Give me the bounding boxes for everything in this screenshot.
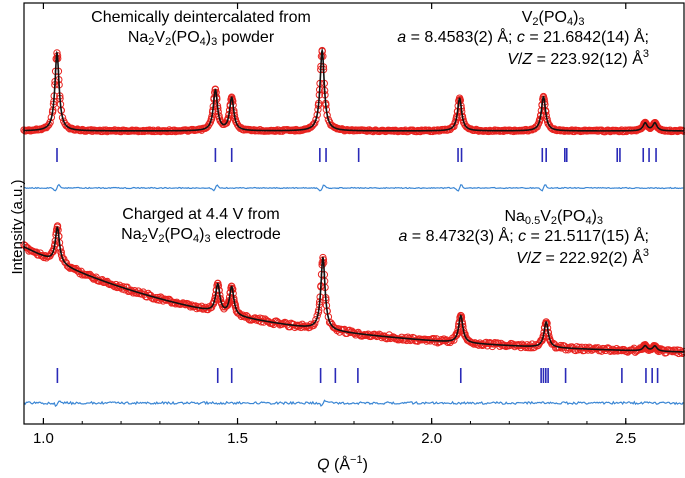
observed-peak-point bbox=[232, 117, 240, 126]
y-axis-label: Intensity (a.u.) bbox=[9, 179, 26, 275]
series-1 bbox=[20, 46, 685, 192]
reflection-ticks-series-2 bbox=[56, 368, 659, 383]
top-left-annotation: Chemically deintercalated from Na2V2(PO4… bbox=[66, 8, 336, 48]
observed-peak-point bbox=[654, 124, 663, 132]
observed-point bbox=[450, 122, 458, 131]
x-axis-label: Q (Å−1) bbox=[317, 454, 368, 474]
top-right-annotation: V2(PO4)3 a = 8.4583(2) Å; c = 21.6842(14… bbox=[397, 8, 649, 70]
chart-curves bbox=[20, 46, 685, 408]
x-tick-label: 2.0 bbox=[421, 430, 442, 447]
observed-point bbox=[46, 118, 54, 127]
bottom-left-line2: Na2V2(PO4)3 electrode bbox=[121, 226, 281, 245]
observed-point bbox=[204, 122, 212, 130]
observed-point bbox=[465, 336, 473, 345]
calculated-line-series-2 bbox=[23, 226, 685, 353]
observed-peak-point bbox=[655, 346, 663, 354]
x-tick-label: 2.5 bbox=[615, 430, 636, 447]
observed-point bbox=[340, 325, 349, 334]
bottom-right-volume: V/Z = 222.92(2) Å3 bbox=[516, 247, 649, 268]
observed-point bbox=[327, 319, 335, 327]
observed-point bbox=[311, 119, 319, 127]
difference-line-series-2 bbox=[23, 399, 684, 408]
bottom-right-annotation: Na0.5V2(PO4)3 a = 8.4732(3) Å; c = 21.51… bbox=[398, 207, 649, 269]
observed-point bbox=[238, 311, 247, 319]
observed-point bbox=[312, 115, 320, 124]
observed-point bbox=[311, 319, 319, 328]
top-right-volume: V/Z = 223.92(12) Å3 bbox=[507, 48, 649, 69]
observed-peak-point bbox=[461, 332, 469, 340]
observed-point bbox=[446, 338, 454, 347]
observed-point bbox=[43, 122, 52, 130]
observed-point bbox=[201, 124, 210, 132]
observed-point bbox=[678, 349, 685, 357]
observed-peak-point bbox=[460, 118, 468, 126]
observed-point bbox=[581, 343, 590, 352]
observed-point bbox=[21, 242, 29, 250]
top-right-lattice: a = 8.4583(2) Å; c = 21.6842(14) Å; bbox=[397, 29, 649, 46]
bottom-right-lattice: a = 8.4732(3) Å; c = 21.5117(15) Å; bbox=[398, 228, 649, 245]
observed-point bbox=[261, 315, 269, 323]
observed-point bbox=[47, 249, 56, 258]
x-axis: 1.0 1.5 2.0 2.5 bbox=[33, 3, 636, 447]
observed-peak-point bbox=[653, 344, 661, 352]
difference-line-series-1 bbox=[23, 183, 684, 192]
x-tick-label: 1.5 bbox=[227, 430, 248, 447]
observed-peak-point bbox=[232, 304, 240, 312]
x-tick-label: 1.0 bbox=[33, 430, 54, 447]
observed-point bbox=[65, 124, 73, 132]
observed-point bbox=[144, 289, 152, 298]
observed-point bbox=[63, 262, 72, 270]
observed-peak-point bbox=[653, 123, 662, 131]
top-left-line2: Na2V2(PO4)3 powder bbox=[127, 29, 275, 48]
bottom-left-line1: Charged at 4.4 V from bbox=[122, 206, 280, 223]
observed-peak-point bbox=[546, 337, 555, 345]
observed-peak-point bbox=[653, 345, 662, 353]
bottom-left-annotation: Charged at 4.4 V from Na2V2(PO4)3 electr… bbox=[66, 205, 336, 245]
bottom-right-formula: Na0.5V2(PO4)3 bbox=[504, 208, 604, 227]
series-2 bbox=[20, 222, 685, 408]
reflection-ticks-series-1 bbox=[56, 148, 657, 162]
observed-point bbox=[312, 315, 320, 324]
top-left-line1: Chemically deintercalated from bbox=[91, 9, 311, 26]
top-right-formula: V2(PO4)3 bbox=[521, 9, 585, 28]
observed-point bbox=[62, 259, 70, 267]
calculated-line-series-1 bbox=[23, 47, 685, 132]
observed-peak-point bbox=[655, 124, 663, 133]
observed-point bbox=[61, 120, 69, 128]
